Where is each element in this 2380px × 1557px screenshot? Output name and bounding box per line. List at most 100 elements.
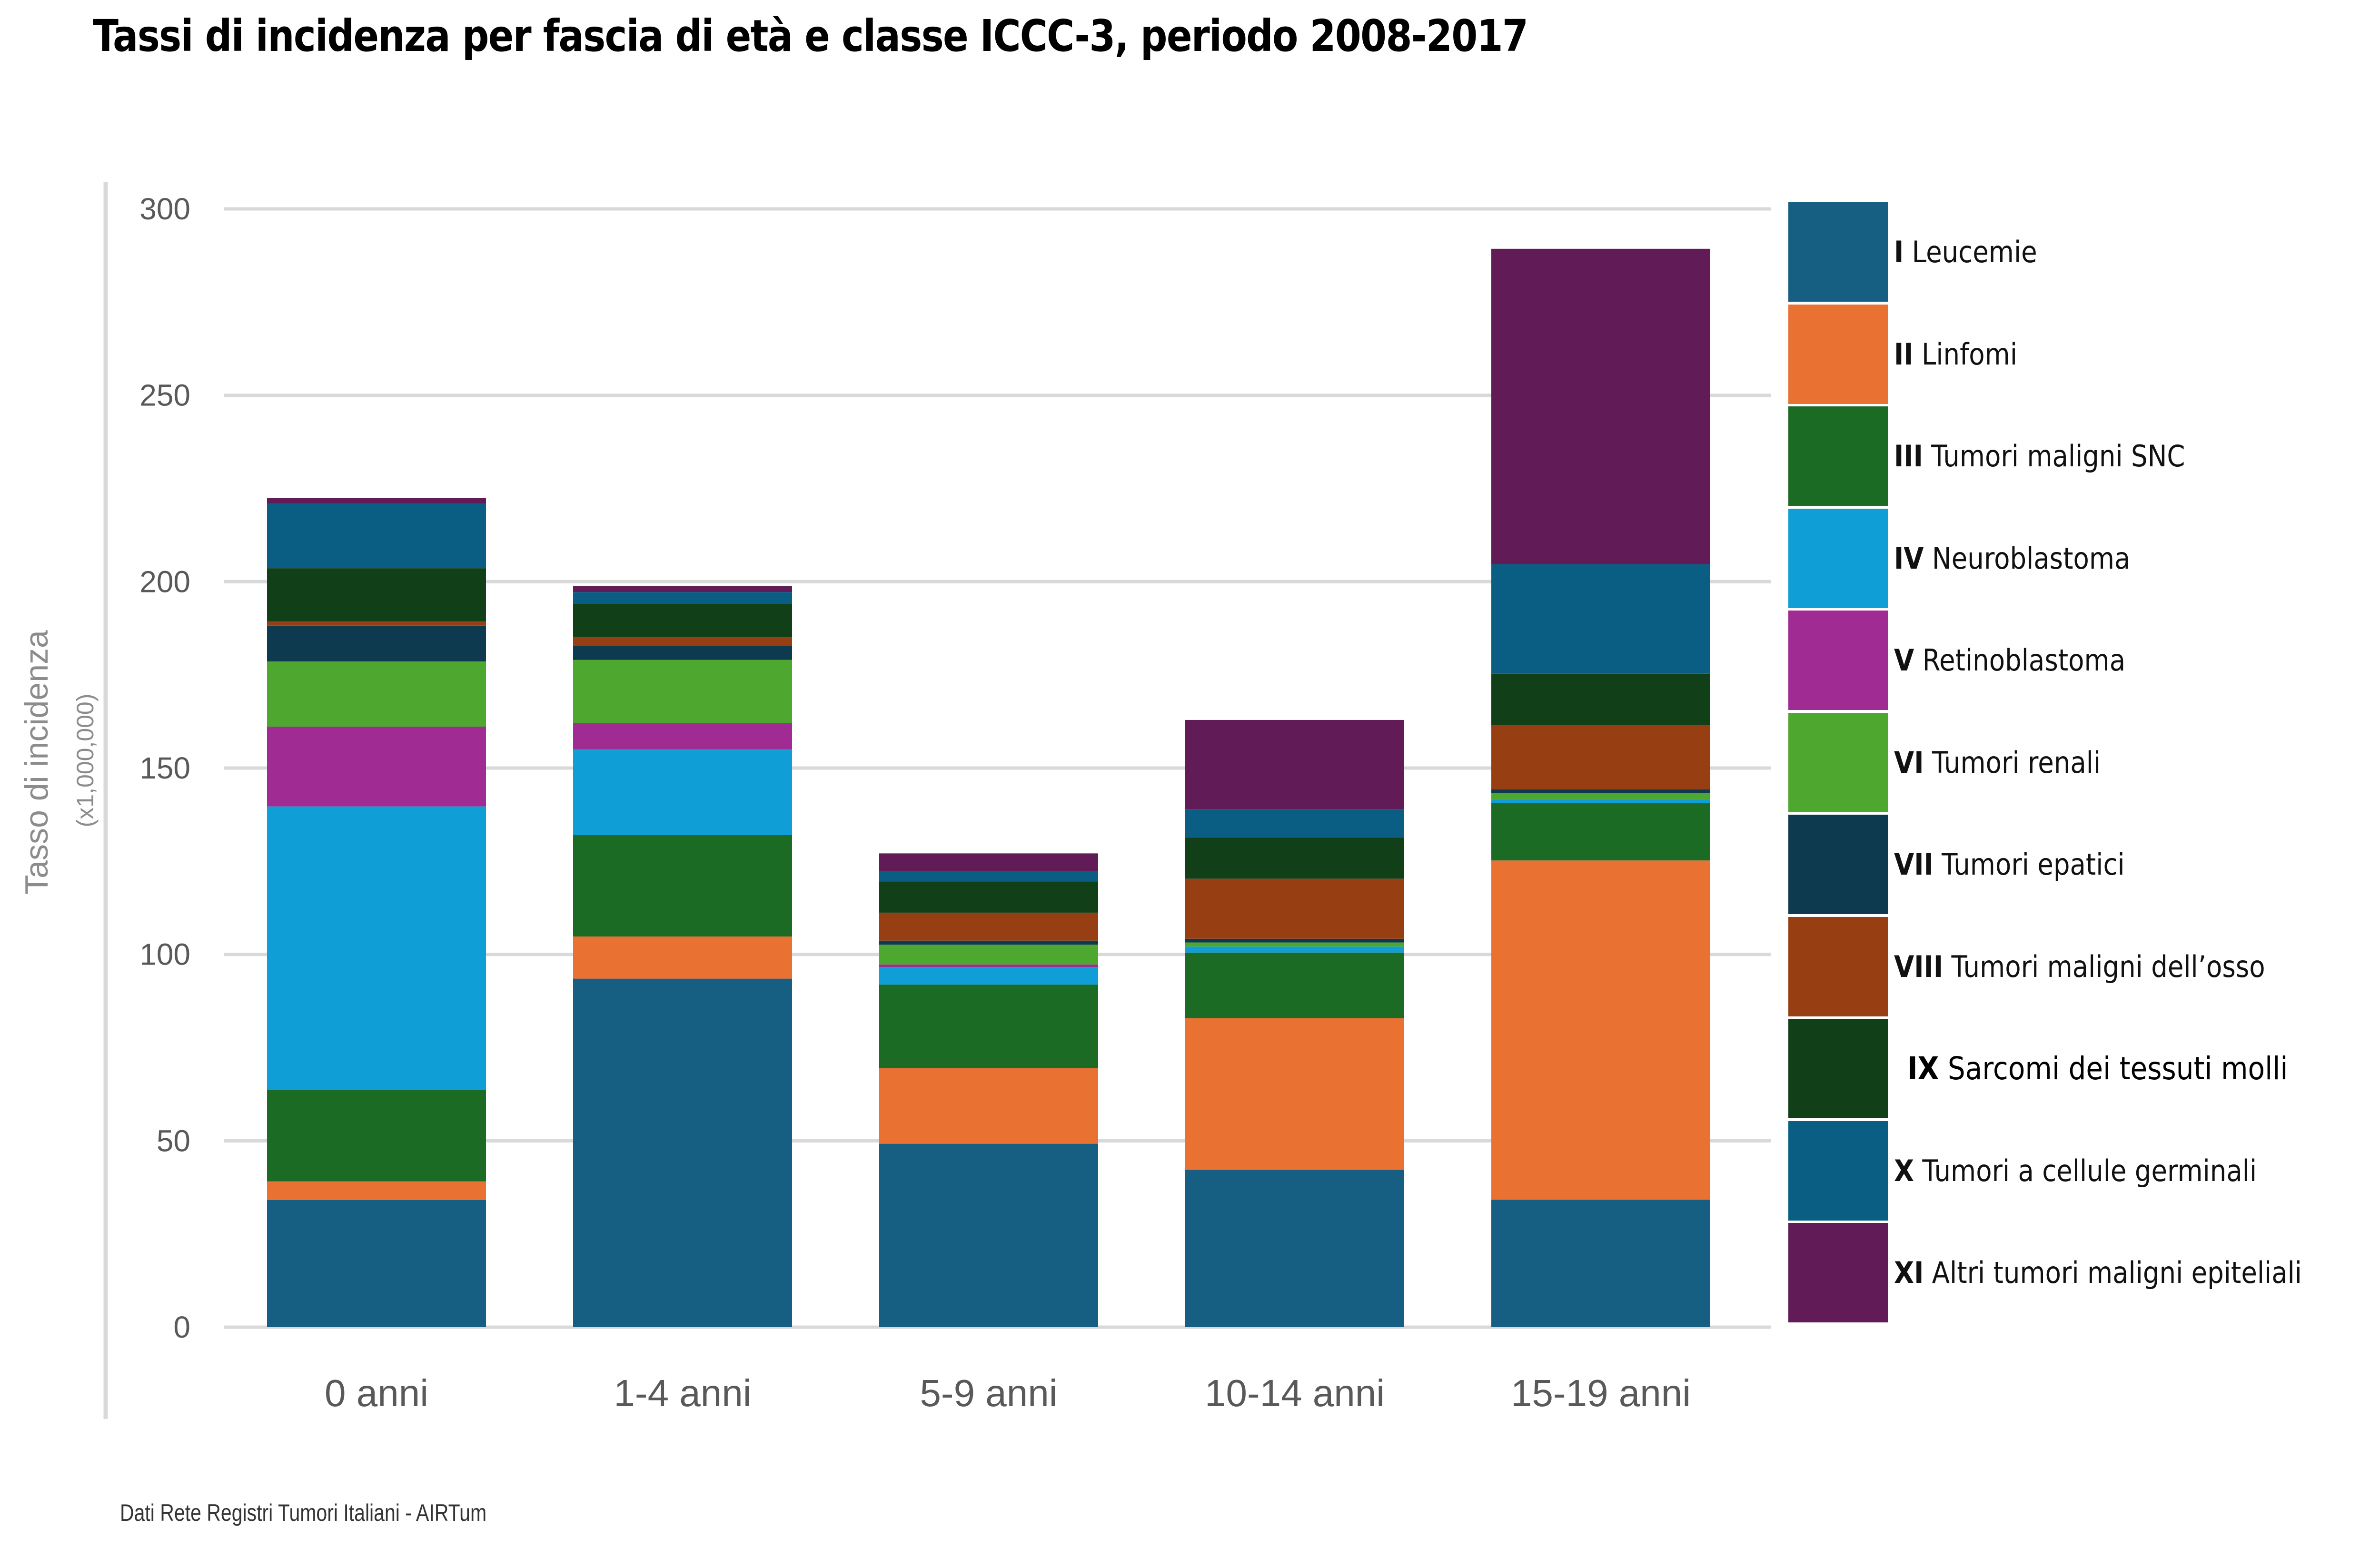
bar-segment-vi (879, 945, 1098, 965)
x-tick-label: 10-14 anni (1205, 1372, 1385, 1414)
legend-swatch (1788, 508, 1888, 608)
bar-segment-viii (1491, 725, 1710, 789)
bar-segment-iv (879, 967, 1098, 985)
legend-label: XI Altri tumori maligni epiteliali (1894, 1223, 2302, 1322)
bar-segment-iii (267, 1090, 486, 1182)
bar-segment-v (267, 727, 486, 807)
y-tick-label: 100 (139, 937, 190, 972)
bar-stack-1 (573, 586, 792, 1327)
legend-numeral: VI (1894, 745, 1924, 780)
legend-text: Linfomi (1921, 336, 2017, 372)
legend-numeral: IX (1907, 1050, 1939, 1087)
legend-numeral: II (1894, 336, 1914, 372)
legend-item-xi: XI Altri tumori maligni epiteliali (1788, 1223, 2380, 1323)
bar-segment-ii (1491, 860, 1710, 1200)
legend-numeral: V (1894, 643, 1914, 678)
source-note: Dati Rete Registri Tumori Italiani - AIR… (120, 1499, 487, 1526)
bar-segment-iii (879, 985, 1098, 1068)
bar-segment-v (879, 964, 1098, 967)
x-tick-label: 15-19 anni (1511, 1372, 1691, 1414)
legend-text: Sarcomi dei tessuti molli (1947, 1050, 2288, 1087)
bar-segment-x (267, 503, 486, 569)
bar-segment-x (879, 871, 1098, 882)
legend-swatch (1788, 1121, 1888, 1221)
bar-segment-iv (267, 806, 486, 1090)
legend-swatch (1788, 815, 1888, 914)
legend-swatch (1788, 611, 1888, 710)
bar-segment-iii (1185, 952, 1404, 1018)
bar-segment-i (267, 1200, 486, 1327)
x-tick-label: 1-4 anni (614, 1372, 751, 1414)
bar-segment-iv (573, 749, 792, 835)
chart-title: Tassi di incidenza per fascia di età e c… (93, 10, 1528, 61)
bar-segment-x (1491, 564, 1710, 674)
bar-segment-xi (1185, 719, 1404, 809)
legend-item-iii: III Tumori maligni SNC (1788, 406, 2380, 506)
y-tick-label: 150 (139, 751, 190, 785)
bar-segment-vii (267, 625, 486, 661)
legend-label: VI Tumori renali (1894, 713, 2101, 812)
bar-segment-iii (573, 835, 792, 937)
legend-label: I Leucemie (1894, 202, 2037, 302)
y-tick-label: 50 (157, 1123, 190, 1158)
legend-text: Tumori renali (1932, 745, 2101, 780)
bar-segment-vi (573, 660, 792, 723)
bar-segment-v (573, 723, 792, 749)
legend-item-ix: IX Sarcomi dei tessuti molli (1788, 1019, 2380, 1119)
legend-text: Tumori epatici (1942, 847, 2125, 882)
legend-text: Tumori maligni SNC (1931, 439, 2185, 473)
bar-segment-vii (1185, 938, 1404, 943)
y-axis-title: Tasso di incidenza (19, 630, 55, 895)
bar-segment-viii (879, 912, 1098, 941)
legend-label: VIII Tumori maligni dell’osso (1894, 917, 2265, 1016)
bar-segment-ix (879, 881, 1098, 913)
x-tick-label: 0 anni (325, 1372, 428, 1414)
legend-item-vii: VII Tumori epatici (1788, 815, 2380, 915)
bar-stack-0 (267, 498, 486, 1327)
bar-stack-2 (879, 853, 1098, 1327)
x-tick-labels: 0 anni 1-4 anni 5-9 anni 10-14 anni 15-19 an… (325, 1372, 1691, 1414)
bar-segment-xi (573, 586, 792, 592)
legend-numeral: I (1894, 235, 1904, 269)
bar-segment-i (573, 978, 792, 1327)
y-axis-subtitle: (x1,000,000) (72, 694, 99, 828)
legend-swatch (1788, 916, 1888, 1016)
bar-segment-vi (1491, 793, 1710, 799)
legend-numeral: X (1894, 1153, 1914, 1188)
legend-item-viii: VIII Tumori maligni dell’osso (1788, 916, 2380, 1017)
bar-segment-ix (1185, 837, 1404, 879)
y-tick-label: 200 (139, 564, 190, 599)
legend-swatch (1788, 1223, 1888, 1322)
bar-segment-xi (1491, 248, 1710, 564)
legend-label: II Linfomi (1894, 305, 2017, 404)
bar-segment-x (1185, 809, 1404, 838)
bar-segment-iii (1491, 803, 1710, 861)
bar-segment-ix (573, 603, 792, 638)
bar-segment-ix (1491, 673, 1710, 725)
legend-label: IX Sarcomi dei tessuti molli (1907, 1019, 2288, 1118)
y-tick-label: 0 (173, 1310, 190, 1344)
bar-segment-xi (267, 498, 486, 504)
bar-segment-ii (1185, 1018, 1404, 1170)
legend-label: V Retinoblastoma (1894, 611, 2125, 710)
bar-segment-iv (1185, 946, 1404, 953)
legend-text: Altri tumori maligni epiteliali (1932, 1255, 2302, 1290)
legend-label: X Tumori a cellule germinali (1894, 1121, 2257, 1221)
bar-segment-ii (573, 936, 792, 979)
bar-stack-4 (1491, 248, 1710, 1327)
legend-swatch (1788, 1019, 1888, 1118)
bar-segment-viii (573, 637, 792, 646)
legend-text: Neuroblastoma (1932, 541, 2131, 576)
bar-segment-vi (267, 661, 486, 727)
bar-segment-ii (267, 1181, 486, 1200)
legend-label: IV Neuroblastoma (1894, 509, 2130, 608)
bar-segment-vii (1491, 789, 1710, 793)
bar-segment-xi (879, 853, 1098, 871)
bar-segment-ii (879, 1068, 1098, 1144)
legend-numeral: IV (1894, 541, 1924, 576)
bar-segment-iv (1491, 799, 1710, 803)
y-tick-label: 300 (139, 192, 190, 226)
bar-segment-vii (879, 940, 1098, 945)
bar-segment-viii (267, 621, 486, 626)
